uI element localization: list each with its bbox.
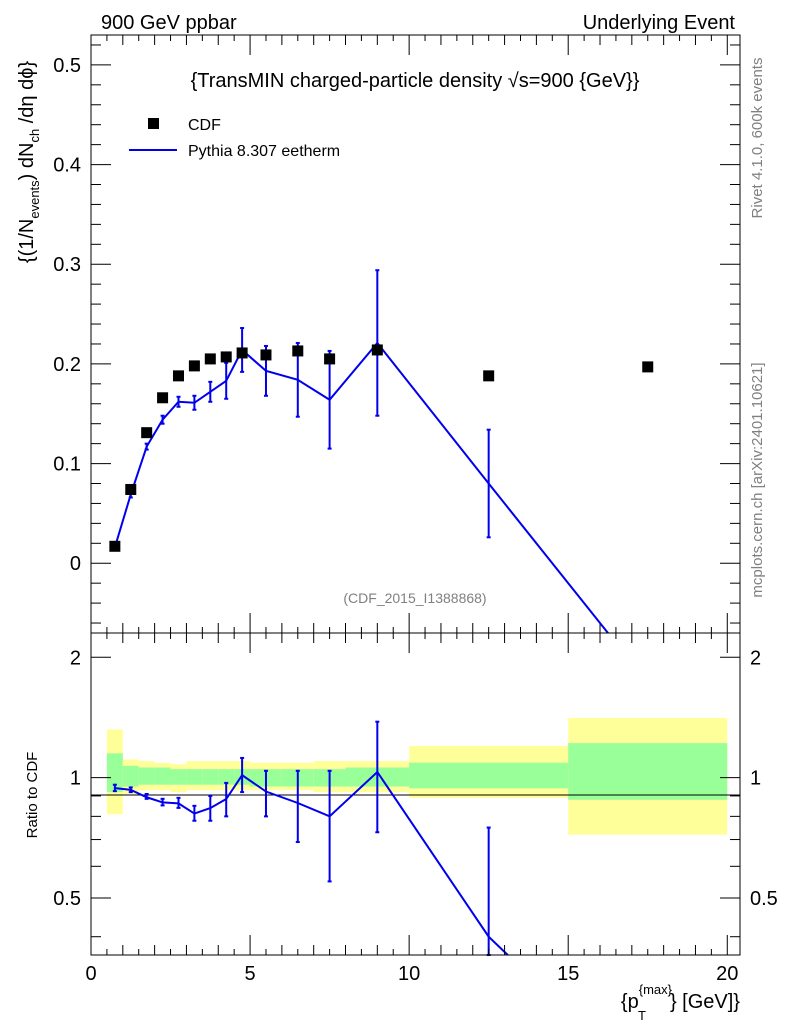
- ylabel-sub-events: events: [27, 180, 42, 219]
- main-y-tick-label: 0.2: [53, 354, 81, 376]
- legend: CDF Pythia 8.307 eetherm: [129, 117, 340, 160]
- ratio-band-green: [154, 767, 171, 785]
- chart-title-post: =900 {GeV}}: [529, 70, 640, 92]
- x-tick-label: 15: [557, 963, 579, 985]
- main-y-tick-label: 0: [70, 553, 81, 575]
- xlabel-pre: {p: [621, 991, 639, 1013]
- ylabel-mid: ) dN: [16, 143, 38, 181]
- main-cdf-point: [260, 349, 272, 361]
- x-tick-label: 10: [398, 963, 420, 985]
- main-cdf-point: [292, 345, 304, 357]
- main-y-tick-label: 0.3: [53, 254, 81, 276]
- main-cdf-point: [141, 427, 153, 439]
- chart-title-pre: {TransMIN charged-particle density: [191, 70, 508, 92]
- side-mcplots-label: mcplots.cern.ch [arXiv:2401.10621]: [749, 362, 766, 597]
- ylabel-pre: {(1/N: [16, 219, 38, 263]
- ratio-band-green: [218, 769, 235, 785]
- ylabel-post: /dη dϕ}: [16, 61, 38, 129]
- ratio-uncertainty-bands: [106, 717, 728, 835]
- ratio-band-green: [106, 753, 123, 793]
- main-y-tick-label: 0.4: [53, 155, 81, 177]
- x-tick-label: 0: [85, 963, 96, 985]
- main-cdf-point: [483, 370, 495, 382]
- chart-title-sqrt: √s: [508, 70, 529, 92]
- main-cdf-point: [172, 370, 184, 382]
- ratio-y-tick-label-right: 0.5: [750, 888, 778, 910]
- ratio-pythia-line: [114, 770, 509, 956]
- main-y-tick-label: 0.5: [53, 55, 81, 77]
- ratio-y-tick-label-right: 1: [750, 768, 761, 790]
- ratio-band-green: [122, 765, 139, 787]
- main-y-axis-label: {(1/Nevents) dNch /dη dϕ}: [16, 61, 42, 264]
- main-cdf-point: [109, 540, 121, 552]
- main-cdf-point: [188, 360, 200, 372]
- main-cdf-point: [157, 392, 169, 404]
- main-y-ticks: 0 0.1 0.2 0.3 0.4 0.5: [53, 44, 740, 624]
- ratio-y-tick-label: 2: [70, 647, 81, 669]
- ratio-panel: 0.5 0.5 1 1 2 2 0 5 10 15 20: [53, 632, 778, 985]
- header-left-label: 900 GeV ppbar: [101, 12, 237, 34]
- xlabel-sub: T: [638, 1008, 646, 1023]
- x-axis-label: {p{max} T } [GeV]}: [621, 982, 740, 1023]
- ratio-y-axis-label: Ratio to CDF: [24, 752, 41, 839]
- ylabel-sub-ch: ch: [27, 129, 42, 143]
- ratio-x-ticks: 0 5 10 15 20: [85, 633, 738, 985]
- xlabel-post: } [GeV]}: [670, 991, 740, 1013]
- main-cdf-point: [642, 361, 654, 373]
- header-right-label: Underlying Event: [583, 12, 736, 34]
- side-rivet-label: Rivet 4.1.0, 600k events: [749, 58, 766, 219]
- ratio-pythia-series: [112, 720, 509, 956]
- main-cdf-point: [204, 353, 216, 365]
- main-panel: 0 0.1 0.2 0.3 0.4 0.5: [53, 34, 741, 634]
- legend-pythia-label: Pythia 8.307 eetherm: [188, 143, 340, 160]
- main-cdf-point: [125, 483, 137, 495]
- ratio-band-green: [568, 743, 728, 800]
- main-cdf-point: [236, 347, 248, 359]
- main-cdf-series: [109, 344, 654, 552]
- main-pythia-series: [112, 269, 609, 634]
- x-tick-label: 5: [245, 963, 256, 985]
- analysis-id-watermark: (CDF_2015_I1388868): [343, 590, 486, 606]
- ratio-band-green: [202, 769, 219, 785]
- main-x-ticks: [90, 35, 728, 633]
- chart-title: {TransMIN charged-particle density √s=90…: [191, 70, 640, 92]
- xlabel-sup: {max}: [639, 982, 673, 997]
- main-cdf-point: [371, 344, 383, 356]
- legend-cdf-marker: [148, 118, 159, 129]
- main-cdf-point: [324, 353, 336, 365]
- ratio-band-green: [170, 769, 187, 785]
- ratio-panel-frame: [90, 632, 741, 956]
- main-cdf-point: [220, 351, 232, 363]
- ratio-y-tick-label-right: 2: [750, 647, 761, 669]
- ratio-band-green: [186, 769, 203, 785]
- x-tick-label: 20: [716, 963, 738, 985]
- ratio-y-ticks: 0.5 0.5 1 1 2 2: [53, 647, 778, 938]
- ratio-band-green: [138, 767, 155, 785]
- ratio-y-tick-label: 1: [70, 768, 81, 790]
- ratio-band-green: [409, 762, 569, 789]
- legend-cdf-label: CDF: [188, 117, 221, 134]
- ratio-y-tick-label: 0.5: [53, 888, 81, 910]
- main-y-tick-label: 0.1: [53, 454, 81, 476]
